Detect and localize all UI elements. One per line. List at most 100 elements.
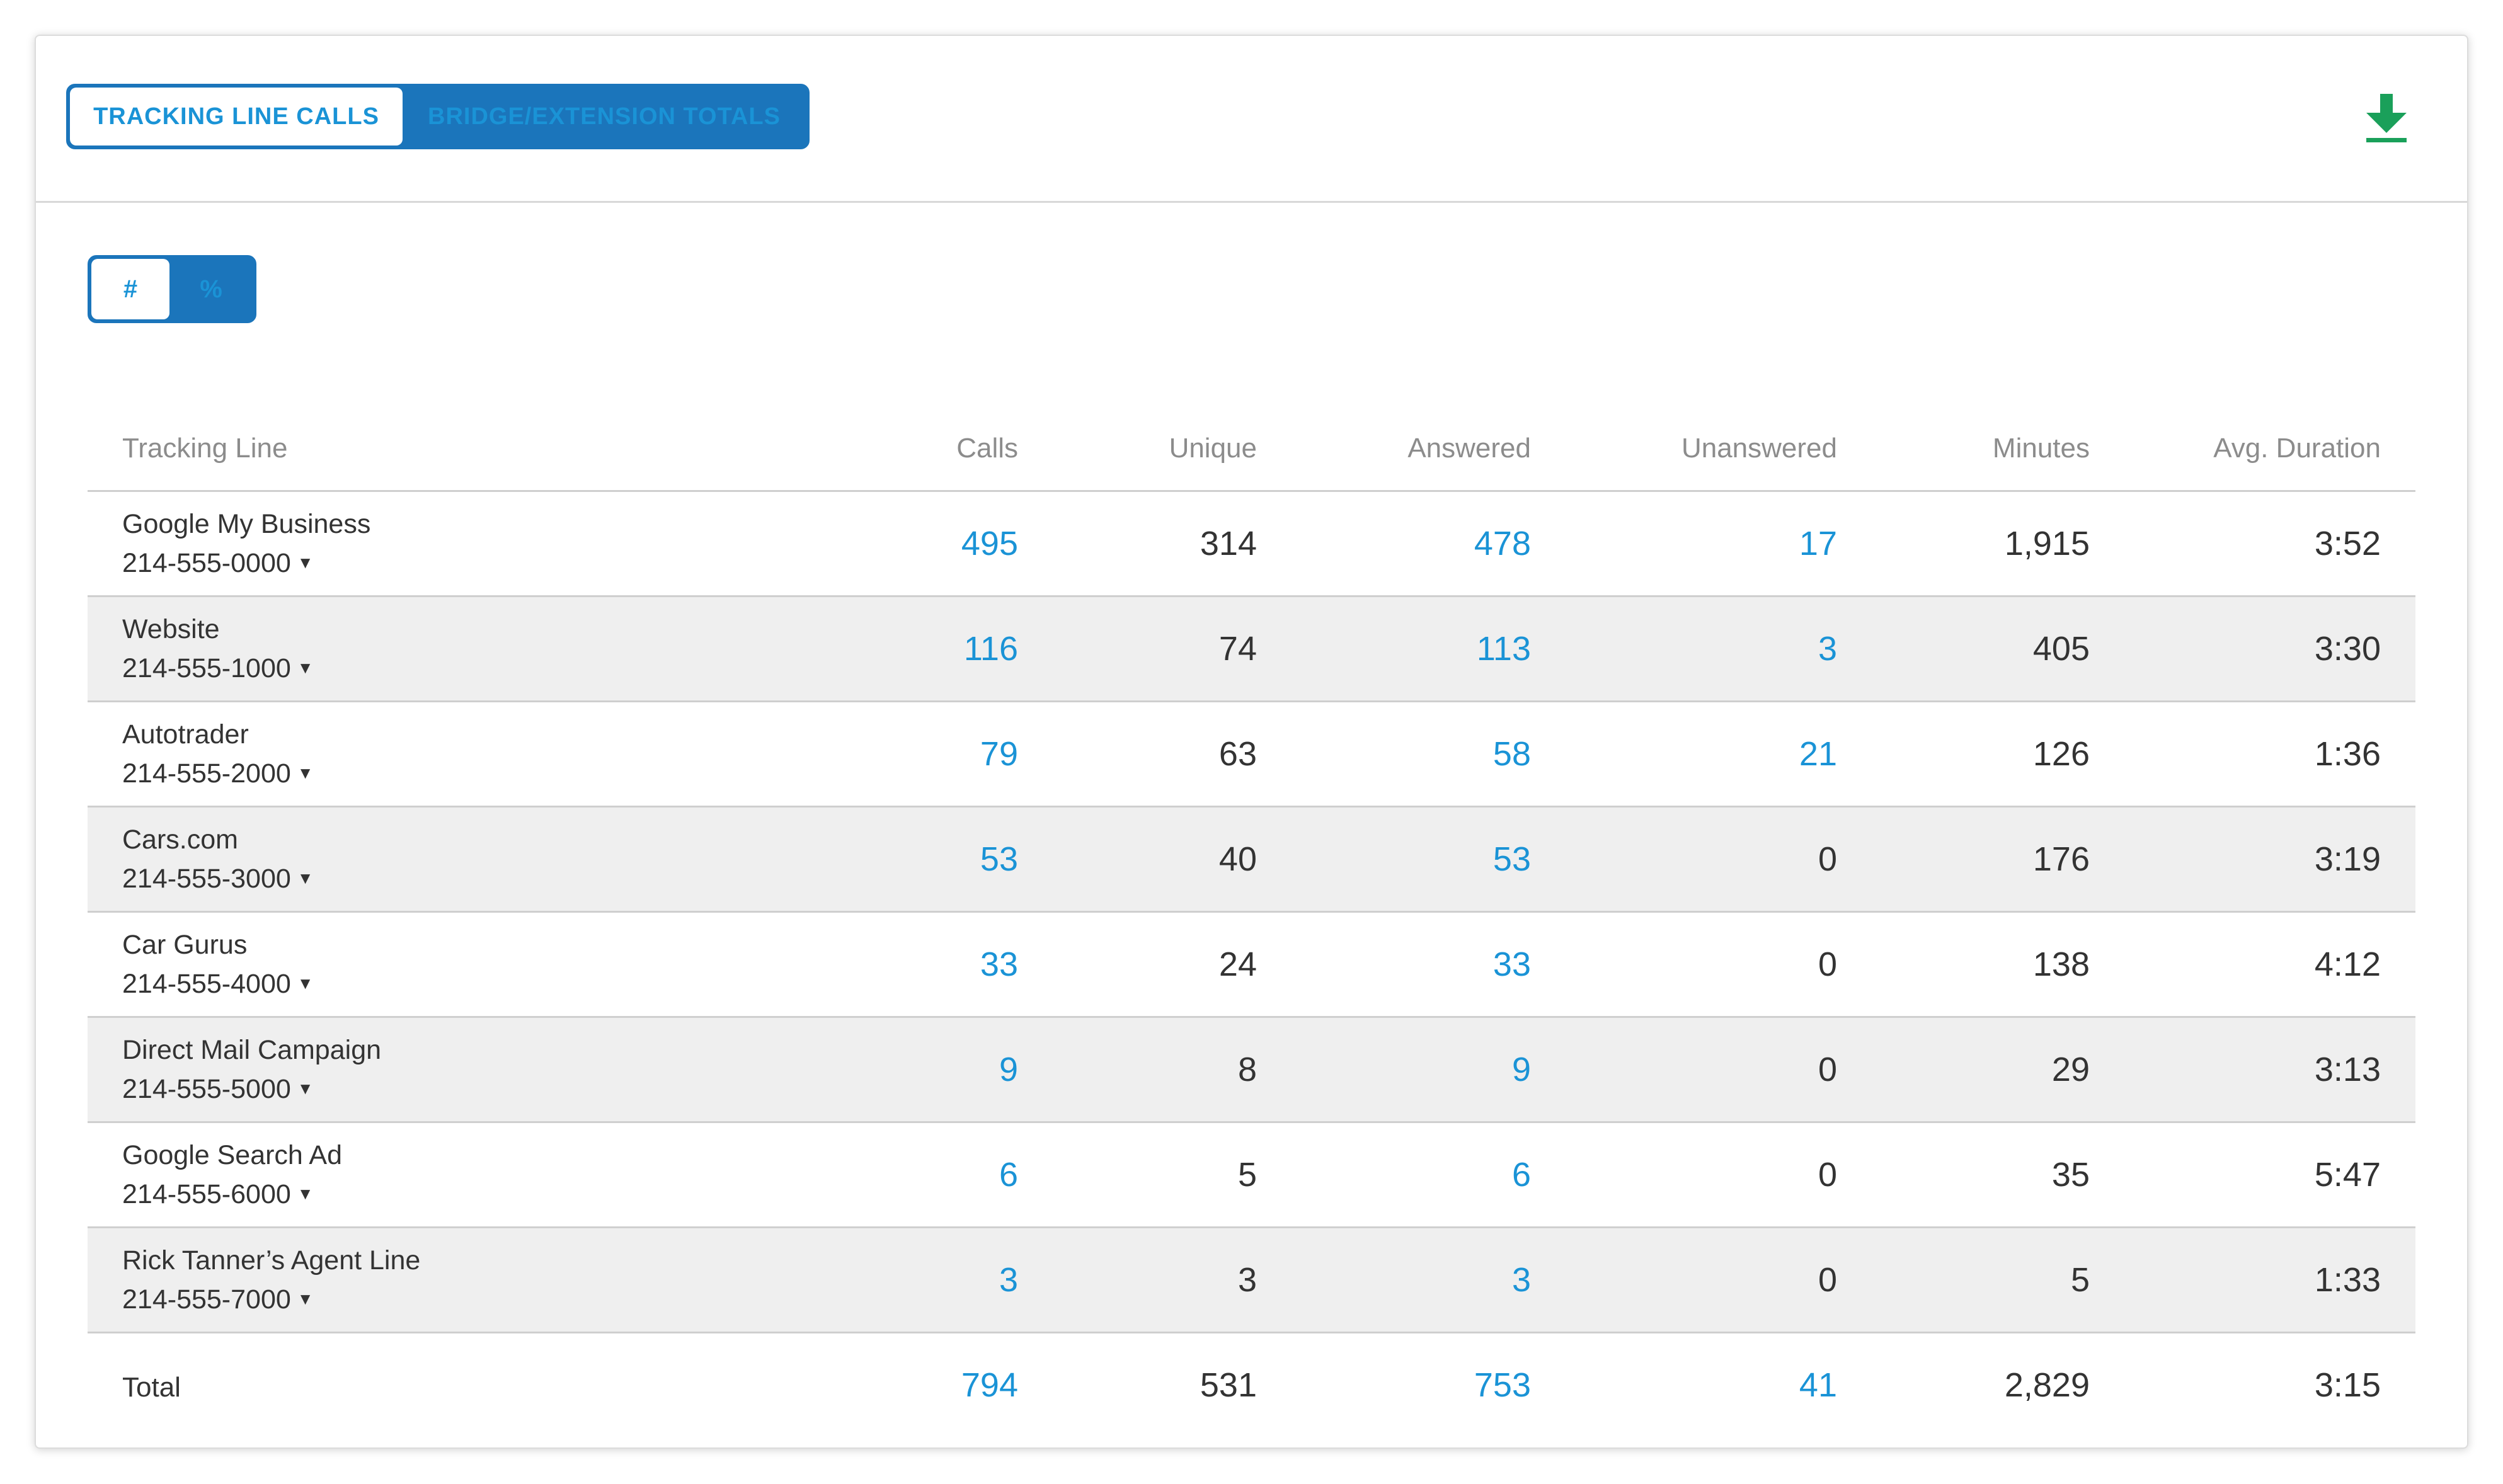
- tracking-line-number: 214-555-3000: [122, 863, 291, 894]
- answered-link[interactable]: 3: [1511, 1260, 1531, 1299]
- answered-cell: 33: [1292, 911, 1566, 1018]
- unanswered-value: 0: [1818, 945, 1837, 983]
- minutes-value: 5: [2070, 1260, 2090, 1299]
- col-header-tracking-line[interactable]: Tracking Line: [88, 408, 752, 492]
- calls-link[interactable]: 495: [961, 524, 1018, 562]
- table-total-row: Total 794 531 753 41 2,829 3:15: [88, 1332, 2415, 1437]
- caret-down-icon[interactable]: ▼: [297, 552, 314, 572]
- tracking-line-cell: Website 214-555-1000 ▼: [88, 596, 752, 702]
- unit-count-button[interactable]: #: [91, 259, 169, 319]
- unique-cell: 5: [1053, 1122, 1292, 1228]
- col-header-avg-duration[interactable]: Avg. Duration: [2124, 408, 2415, 492]
- tracking-line-cell: Autotrader 214-555-2000 ▼: [88, 701, 752, 808]
- unanswered-value: 0: [1818, 1050, 1837, 1088]
- table-row: Autotrader 214-555-2000 ▼ 79 63 58 21 126 1:36: [88, 701, 2415, 808]
- minutes-value: 1,915: [2004, 524, 2090, 562]
- table-header-row: Tracking Line Calls Unique Answered Unan…: [88, 408, 2415, 492]
- unit-toggle: # %: [88, 255, 256, 323]
- unit-percent-button[interactable]: %: [200, 275, 222, 303]
- calls-link[interactable]: 79: [980, 734, 1018, 773]
- minutes-value: 138: [2032, 945, 2090, 983]
- calls-link[interactable]: 9: [999, 1050, 1018, 1088]
- answered-cell: 9: [1292, 1017, 1566, 1123]
- tracking-line-cell: Cars.com 214-555-3000 ▼: [88, 806, 752, 913]
- answered-link[interactable]: 53: [1492, 840, 1531, 878]
- tracking-line-number: 214-555-2000: [122, 758, 291, 789]
- table-row: Website 214-555-1000 ▼ 116 74 113 3 405 3:30: [88, 596, 2415, 702]
- unique-cell: 40: [1053, 806, 1292, 913]
- unanswered-value[interactable]: 3: [1818, 629, 1837, 668]
- caret-down-icon[interactable]: ▼: [297, 1289, 314, 1308]
- calls-link[interactable]: 3: [999, 1260, 1018, 1299]
- minutes-cell: 138: [1872, 911, 2124, 1018]
- total-avg-duration-value: 3:15: [2314, 1366, 2381, 1405]
- total-unanswered-cell: 41: [1566, 1332, 1872, 1437]
- calls-link[interactable]: 6: [999, 1155, 1018, 1194]
- unanswered-value: 0: [1818, 1155, 1837, 1194]
- calls-link[interactable]: 33: [980, 945, 1018, 983]
- minutes-value: 35: [2051, 1155, 2090, 1194]
- avg-duration-value: 5:47: [2314, 1155, 2381, 1194]
- col-header-unanswered[interactable]: Unanswered: [1566, 408, 1872, 492]
- calls-cell: 116: [752, 596, 1053, 702]
- col-header-calls[interactable]: Calls: [752, 408, 1053, 492]
- answered-link[interactable]: 58: [1492, 734, 1531, 773]
- total-calls-cell: 794: [752, 1332, 1053, 1437]
- caret-down-icon[interactable]: ▼: [297, 1078, 314, 1098]
- caret-down-icon[interactable]: ▼: [297, 973, 314, 993]
- col-header-unique[interactable]: Unique: [1053, 408, 1292, 492]
- total-calls-link[interactable]: 794: [961, 1366, 1018, 1405]
- calls-cell: 33: [752, 911, 1053, 1018]
- caret-down-icon[interactable]: ▼: [297, 868, 314, 888]
- minutes-cell: 405: [1872, 596, 2124, 702]
- total-answered-cell: 753: [1292, 1332, 1566, 1437]
- total-minutes-cell: 2,829: [1872, 1332, 2124, 1437]
- answered-link[interactable]: 113: [1476, 629, 1531, 668]
- answered-cell: 3: [1292, 1227, 1566, 1333]
- calls-link[interactable]: 116: [963, 629, 1018, 668]
- unique-value: 314: [1200, 524, 1257, 562]
- minutes-cell: 1,915: [1872, 491, 2124, 597]
- download-icon[interactable]: [2364, 91, 2409, 144]
- avg-duration-value: 3:13: [2314, 1050, 2381, 1088]
- total-answered-link[interactable]: 753: [1474, 1366, 1531, 1405]
- table-row: Direct Mail Campaign 214-555-5000 ▼ 9 8 9 0 29 3…: [88, 1017, 2415, 1123]
- minutes-value: 126: [2032, 734, 2090, 773]
- answered-link[interactable]: 478: [1474, 524, 1531, 562]
- avg-duration-value: 3:52: [2314, 524, 2381, 562]
- table-row: Rick Tanner’s Agent Line 214-555-7000 ▼ 3 3 3…: [88, 1227, 2415, 1333]
- minutes-cell: 35: [1872, 1122, 2124, 1228]
- minutes-value: 176: [2032, 840, 2090, 878]
- tracking-line-name: Rick Tanner’s Agent Line: [122, 1245, 421, 1276]
- answered-link[interactable]: 6: [1511, 1155, 1531, 1194]
- tracking-line-number: 214-555-5000: [122, 1073, 291, 1104]
- unanswered-value: 0: [1818, 840, 1837, 878]
- minutes-cell: 126: [1872, 701, 2124, 808]
- unanswered-value[interactable]: 17: [1799, 524, 1837, 562]
- minutes-cell: 5: [1872, 1227, 2124, 1333]
- unique-value: 63: [1218, 734, 1257, 773]
- col-header-answered[interactable]: Answered: [1292, 408, 1566, 492]
- avg-duration-value: 3:19: [2314, 840, 2381, 878]
- total-unique-value: 531: [1200, 1366, 1257, 1405]
- col-header-minutes[interactable]: Minutes: [1872, 408, 2124, 492]
- calls-link[interactable]: 53: [980, 840, 1018, 878]
- answered-link[interactable]: 33: [1492, 945, 1531, 983]
- tracking-line-name: Google My Business: [122, 508, 371, 539]
- answered-cell: 58: [1292, 701, 1566, 808]
- unique-value: 5: [1237, 1155, 1257, 1194]
- tab-bridge-extension-totals[interactable]: BRIDGE/EXTENSION TOTALS: [428, 103, 781, 130]
- tracking-line-number: 214-555-0000: [122, 547, 291, 578]
- tab-tracking-line-calls[interactable]: TRACKING LINE CALLS: [70, 88, 403, 146]
- answered-link[interactable]: 9: [1511, 1050, 1531, 1088]
- total-unanswered-link[interactable]: 41: [1799, 1366, 1837, 1405]
- unanswered-value[interactable]: 21: [1799, 734, 1837, 773]
- unanswered-cell: 3: [1566, 596, 1872, 702]
- caret-down-icon[interactable]: ▼: [297, 1184, 314, 1203]
- tracking-line-cell: Direct Mail Campaign 214-555-5000 ▼: [88, 1017, 752, 1123]
- avg-duration-cell: 3:13: [2124, 1017, 2415, 1123]
- caret-down-icon[interactable]: ▼: [297, 658, 314, 677]
- caret-down-icon[interactable]: ▼: [297, 763, 314, 782]
- unanswered-cell: 21: [1566, 701, 1872, 808]
- calls-cell: 79: [752, 701, 1053, 808]
